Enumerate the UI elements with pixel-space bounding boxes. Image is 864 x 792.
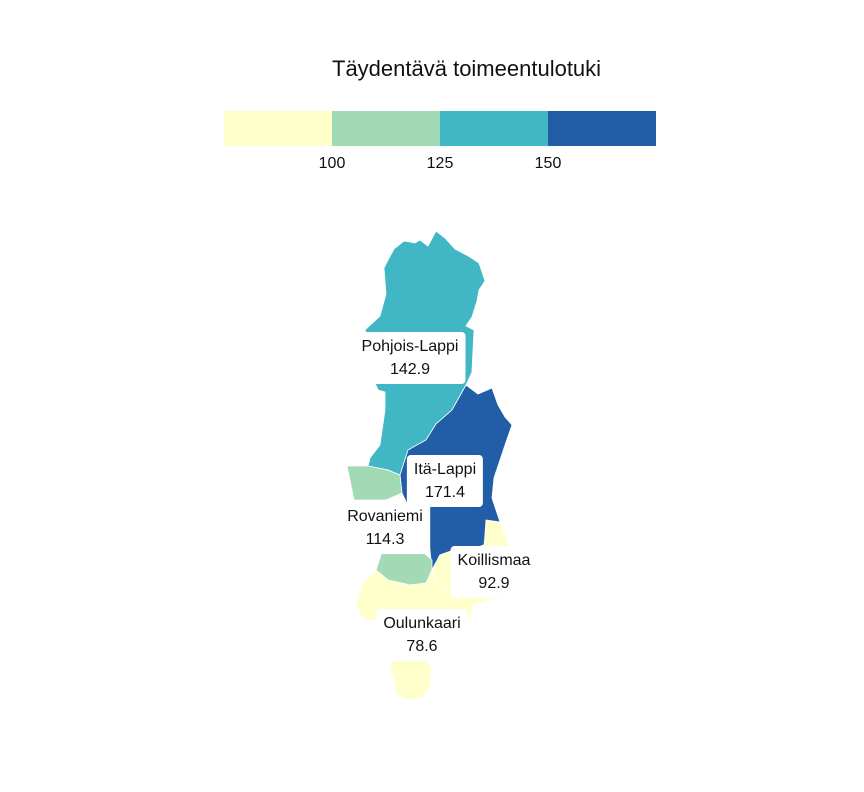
legend-swatch-2 bbox=[332, 111, 440, 146]
region-rovaniemi[interactable] bbox=[346, 465, 403, 501]
label-ita-lappi: Itä-Lappi 171.4 bbox=[406, 455, 484, 507]
label-koillismaa-name: Koillismaa bbox=[457, 552, 531, 569]
label-oulunkaari: Oulunkaari 78.6 bbox=[376, 609, 468, 661]
legend-tick-100: 100 bbox=[318, 155, 346, 172]
legend-swatch-1 bbox=[224, 111, 332, 146]
label-rovaniemi: Rovaniemi 114.3 bbox=[340, 502, 430, 554]
legend-swatch-3 bbox=[440, 111, 548, 146]
label-pohjois-lappi-value: 142.9 bbox=[389, 361, 431, 378]
label-ita-lappi-name: Itä-Lappi bbox=[413, 461, 477, 478]
legend-swatch-4 bbox=[548, 111, 656, 146]
legend-tick-125: 125 bbox=[426, 155, 454, 172]
label-oulunkaari-value: 78.6 bbox=[406, 638, 438, 655]
legend-bar bbox=[224, 111, 656, 146]
label-pohjois-lappi-name: Pohjois-Lappi bbox=[361, 338, 459, 355]
map-title: Täydentävä toimeentulotuki bbox=[332, 56, 602, 81]
region-oulunkaari-south[interactable] bbox=[389, 657, 433, 701]
label-oulunkaari-name: Oulunkaari bbox=[383, 615, 461, 632]
label-pohjois-lappi: Pohjois-Lappi 142.9 bbox=[354, 332, 466, 384]
legend-tick-150: 150 bbox=[534, 155, 562, 172]
label-rovaniemi-value: 114.3 bbox=[365, 531, 405, 548]
label-koillismaa-value: 92.9 bbox=[478, 575, 510, 592]
label-rovaniemi-name: Rovaniemi bbox=[347, 508, 423, 525]
label-ita-lappi-value: 171.4 bbox=[424, 484, 466, 501]
label-koillismaa: Koillismaa 92.9 bbox=[450, 546, 538, 598]
